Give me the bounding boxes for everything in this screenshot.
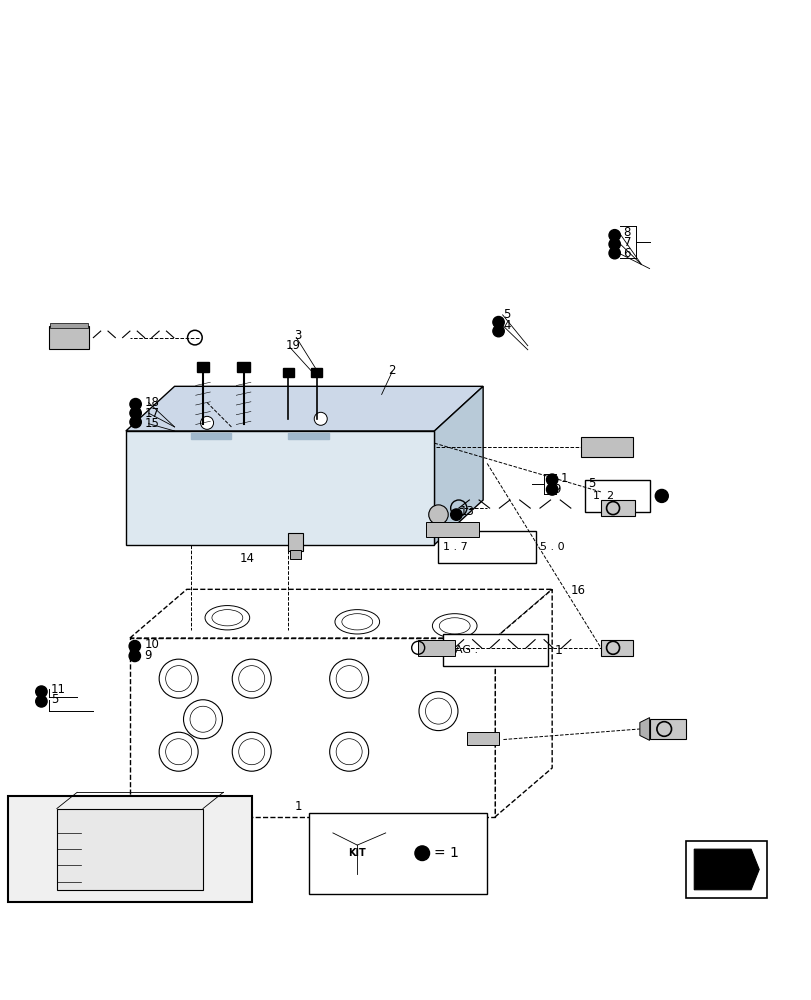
Text: 5: 5 [51, 693, 58, 706]
Bar [126, 431, 434, 545]
Text: 1: 1 [554, 644, 562, 657]
Bar [685, 841, 766, 898]
Polygon shape [130, 589, 551, 638]
Bar [290, 550, 301, 559]
Text: 4: 4 [503, 319, 510, 332]
Circle shape [492, 325, 504, 337]
Text: PAG .: PAG . [448, 645, 478, 655]
Circle shape [129, 640, 140, 652]
Bar [308, 813, 487, 894]
Circle shape [130, 416, 141, 428]
Text: 14: 14 [239, 552, 254, 565]
Circle shape [492, 316, 504, 328]
Polygon shape [126, 386, 483, 431]
Bar [191, 433, 231, 439]
Circle shape [608, 230, 620, 241]
Bar [49, 326, 89, 349]
Bar [57, 809, 203, 890]
Circle shape [608, 239, 620, 250]
Polygon shape [495, 589, 551, 817]
Bar [600, 500, 634, 516]
Circle shape [129, 650, 140, 662]
Circle shape [314, 412, 327, 425]
Bar [282, 368, 294, 377]
Bar [466, 732, 499, 745]
Circle shape [428, 505, 448, 524]
Circle shape [546, 484, 557, 495]
Circle shape [36, 686, 47, 697]
Text: 1: 1 [560, 472, 568, 485]
Text: 5 . 0: 5 . 0 [539, 542, 564, 552]
Bar [196, 362, 209, 372]
Text: 5: 5 [503, 308, 510, 321]
Text: 18: 18 [144, 396, 159, 409]
Circle shape [288, 532, 304, 549]
Text: 11: 11 [51, 683, 66, 696]
Bar [418, 640, 454, 656]
Polygon shape [693, 849, 758, 890]
Circle shape [160, 473, 189, 502]
Text: 1 . 7: 1 . 7 [442, 542, 466, 552]
Circle shape [608, 247, 620, 259]
Circle shape [130, 398, 141, 410]
Text: = 1: = 1 [434, 846, 459, 860]
Text: 5: 5 [587, 477, 594, 490]
Bar [426, 522, 478, 537]
Bar [600, 640, 633, 656]
Bar [442, 634, 547, 666]
Text: 9: 9 [552, 483, 560, 496]
Circle shape [241, 473, 270, 502]
Circle shape [546, 474, 557, 485]
Circle shape [414, 846, 429, 861]
Polygon shape [434, 386, 483, 545]
Circle shape [130, 407, 141, 419]
Text: 15: 15 [144, 417, 159, 430]
Text: 3: 3 [294, 329, 301, 342]
Bar [580, 437, 633, 457]
Text: 7: 7 [623, 236, 630, 249]
Bar [118, 837, 142, 861]
Bar [237, 362, 250, 372]
Bar [288, 433, 328, 439]
Bar [288, 533, 303, 551]
Text: 17: 17 [144, 407, 159, 420]
Circle shape [36, 696, 47, 707]
Circle shape [450, 509, 461, 520]
Text: 10: 10 [144, 638, 159, 651]
Bar [311, 368, 322, 377]
Text: 1  2: 1 2 [592, 491, 613, 501]
Text: KIT: KIT [348, 848, 366, 858]
Bar [438, 531, 535, 563]
Circle shape [200, 416, 213, 429]
Text: 8: 8 [623, 226, 630, 239]
Circle shape [654, 489, 667, 502]
Polygon shape [639, 718, 649, 740]
Text: 6: 6 [623, 247, 630, 260]
Bar [584, 480, 649, 512]
Text: 16: 16 [570, 584, 585, 597]
Text: 19: 19 [285, 339, 300, 352]
Text: 1: 1 [294, 800, 302, 813]
Text: 2: 2 [388, 364, 395, 377]
Text: 9: 9 [144, 649, 152, 662]
Bar [50, 323, 88, 328]
Bar [8, 796, 251, 902]
Bar [649, 719, 685, 739]
Bar [130, 638, 495, 817]
Text: 13: 13 [459, 505, 474, 518]
